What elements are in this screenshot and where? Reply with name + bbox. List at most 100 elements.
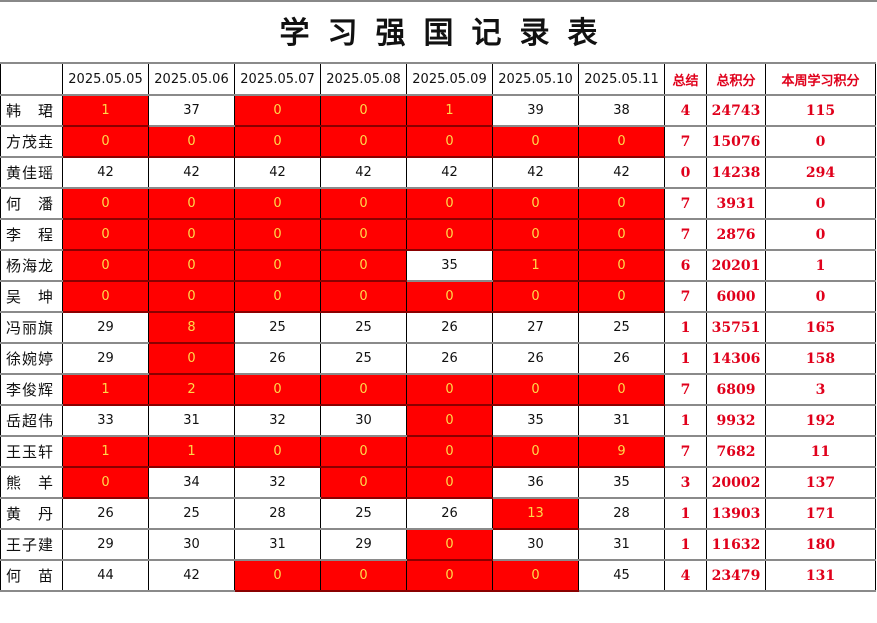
- day-score-cell[interactable]: 0: [320, 559, 407, 592]
- total-score-cell[interactable]: 7682: [706, 435, 766, 468]
- day-score-cell[interactable]: 25: [148, 497, 235, 530]
- name-cell[interactable]: 王玉轩: [0, 435, 63, 468]
- total-score-cell[interactable]: 35751: [706, 311, 766, 344]
- day-score-cell[interactable]: 44: [62, 559, 149, 592]
- day-score-cell[interactable]: 25: [320, 311, 407, 344]
- day-score-cell[interactable]: 0: [234, 280, 321, 313]
- day-score-cell[interactable]: 0: [578, 218, 665, 251]
- total-score-cell[interactable]: 14238: [706, 156, 766, 189]
- day-score-cell[interactable]: 0: [406, 404, 493, 437]
- day-score-cell[interactable]: 35: [492, 404, 579, 437]
- day-score-cell[interactable]: 0: [148, 249, 235, 282]
- day-score-cell[interactable]: 0: [578, 373, 665, 406]
- day-score-cell[interactable]: 26: [578, 342, 665, 375]
- weekly-score-cell[interactable]: 180: [765, 528, 876, 561]
- day-score-cell[interactable]: 0: [320, 94, 407, 127]
- day-score-cell[interactable]: 0: [492, 125, 579, 158]
- summary-cell[interactable]: 7: [664, 435, 707, 468]
- day-score-cell[interactable]: 9: [578, 435, 665, 468]
- name-cell[interactable]: 黄佳瑶: [0, 156, 63, 189]
- day-score-cell[interactable]: 35: [406, 249, 493, 282]
- day-score-cell[interactable]: 1: [148, 435, 235, 468]
- day-score-cell[interactable]: 25: [234, 311, 321, 344]
- header-summary-cell[interactable]: 总结: [664, 62, 707, 96]
- weekly-score-cell[interactable]: 0: [765, 187, 876, 220]
- day-score-cell[interactable]: 0: [406, 125, 493, 158]
- weekly-score-cell[interactable]: 0: [765, 125, 876, 158]
- name-cell[interactable]: 岳超伟: [0, 404, 63, 437]
- total-score-cell[interactable]: 3931: [706, 187, 766, 220]
- day-score-cell[interactable]: 0: [148, 218, 235, 251]
- name-cell[interactable]: 吴 坤: [0, 280, 63, 313]
- header-date-cell[interactable]: 2025.05.11: [578, 62, 665, 96]
- weekly-score-cell[interactable]: 165: [765, 311, 876, 344]
- summary-cell[interactable]: 1: [664, 342, 707, 375]
- day-score-cell[interactable]: 0: [148, 342, 235, 375]
- day-score-cell[interactable]: 1: [492, 249, 579, 282]
- day-score-cell[interactable]: 30: [492, 528, 579, 561]
- weekly-score-cell[interactable]: 115: [765, 94, 876, 127]
- total-score-cell[interactable]: 23479: [706, 559, 766, 592]
- summary-cell[interactable]: 1: [664, 404, 707, 437]
- weekly-score-cell[interactable]: 294: [765, 156, 876, 189]
- header-date-cell[interactable]: 2025.05.07: [234, 62, 321, 96]
- day-score-cell[interactable]: 0: [62, 218, 149, 251]
- day-score-cell[interactable]: 29: [62, 528, 149, 561]
- day-score-cell[interactable]: 0: [492, 373, 579, 406]
- day-score-cell[interactable]: 26: [406, 311, 493, 344]
- day-score-cell[interactable]: 42: [234, 156, 321, 189]
- day-score-cell[interactable]: 31: [578, 404, 665, 437]
- day-score-cell[interactable]: 0: [234, 559, 321, 592]
- day-score-cell[interactable]: 0: [234, 187, 321, 220]
- day-score-cell[interactable]: 38: [578, 94, 665, 127]
- day-score-cell[interactable]: 29: [62, 342, 149, 375]
- day-score-cell[interactable]: 26: [406, 342, 493, 375]
- day-score-cell[interactable]: 26: [234, 342, 321, 375]
- weekly-score-cell[interactable]: 192: [765, 404, 876, 437]
- name-cell[interactable]: 李俊辉: [0, 373, 63, 406]
- header-weekly-cell[interactable]: 本周学习积分: [765, 62, 876, 96]
- day-score-cell[interactable]: 0: [234, 218, 321, 251]
- day-score-cell[interactable]: 35: [578, 466, 665, 499]
- day-score-cell[interactable]: 0: [320, 466, 407, 499]
- day-score-cell[interactable]: 0: [578, 249, 665, 282]
- header-date-cell[interactable]: 2025.05.09: [406, 62, 493, 96]
- day-score-cell[interactable]: 0: [578, 187, 665, 220]
- day-score-cell[interactable]: 0: [406, 466, 493, 499]
- day-score-cell[interactable]: 0: [578, 125, 665, 158]
- day-score-cell[interactable]: 0: [234, 125, 321, 158]
- day-score-cell[interactable]: 36: [492, 466, 579, 499]
- day-score-cell[interactable]: 13: [492, 497, 579, 530]
- day-score-cell[interactable]: 0: [148, 125, 235, 158]
- total-score-cell[interactable]: 9932: [706, 404, 766, 437]
- total-score-cell[interactable]: 24743: [706, 94, 766, 127]
- header-date-cell[interactable]: 2025.05.10: [492, 62, 579, 96]
- day-score-cell[interactable]: 0: [62, 125, 149, 158]
- day-score-cell[interactable]: 0: [320, 435, 407, 468]
- weekly-score-cell[interactable]: 11: [765, 435, 876, 468]
- name-cell[interactable]: 冯丽旗: [0, 311, 63, 344]
- weekly-score-cell[interactable]: 131: [765, 559, 876, 592]
- day-score-cell[interactable]: 42: [578, 156, 665, 189]
- day-score-cell[interactable]: 0: [406, 528, 493, 561]
- day-score-cell[interactable]: 0: [62, 187, 149, 220]
- summary-cell[interactable]: 3: [664, 466, 707, 499]
- day-score-cell[interactable]: 0: [234, 373, 321, 406]
- day-score-cell[interactable]: 28: [234, 497, 321, 530]
- day-score-cell[interactable]: 45: [578, 559, 665, 592]
- day-score-cell[interactable]: 28: [578, 497, 665, 530]
- total-score-cell[interactable]: 20201: [706, 249, 766, 282]
- day-score-cell[interactable]: 25: [320, 497, 407, 530]
- name-cell[interactable]: 李 程: [0, 218, 63, 251]
- day-score-cell[interactable]: 1: [406, 94, 493, 127]
- day-score-cell[interactable]: 30: [148, 528, 235, 561]
- summary-cell[interactable]: 1: [664, 311, 707, 344]
- day-score-cell[interactable]: 0: [320, 218, 407, 251]
- day-score-cell[interactable]: 2: [148, 373, 235, 406]
- summary-cell[interactable]: 1: [664, 497, 707, 530]
- day-score-cell[interactable]: 0: [234, 249, 321, 282]
- summary-cell[interactable]: 7: [664, 373, 707, 406]
- name-cell[interactable]: 方茂垚: [0, 125, 63, 158]
- summary-cell[interactable]: 7: [664, 218, 707, 251]
- day-score-cell[interactable]: 0: [406, 218, 493, 251]
